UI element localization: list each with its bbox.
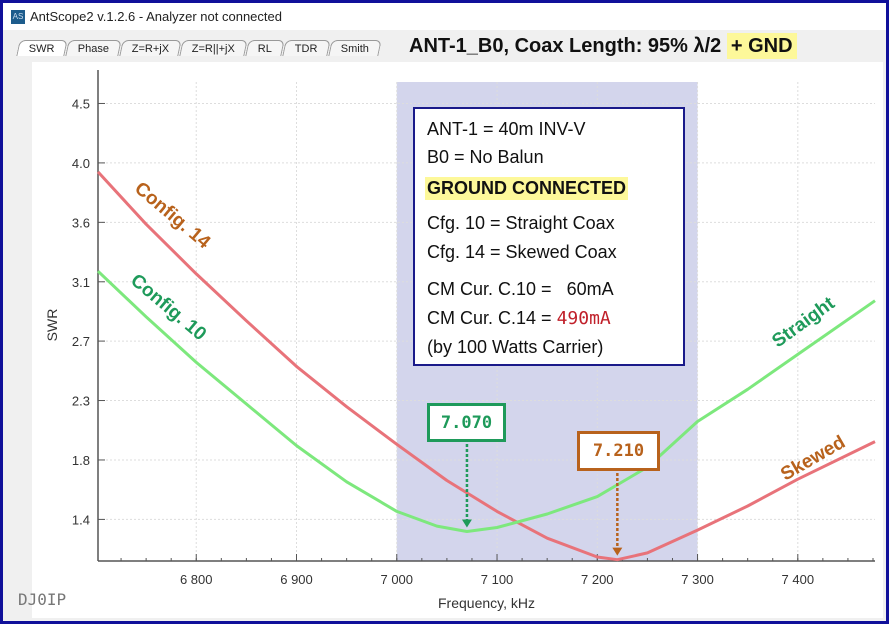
- x-tick-label: 6 800: [180, 572, 213, 587]
- info-antenna: ANT-1 = 40m INV-V: [427, 119, 586, 139]
- config10-line: [96, 270, 876, 533]
- y-tick-label: 4.0: [72, 156, 90, 171]
- marker-arrow-head: [461, 519, 472, 528]
- x-tick-label: 7 300: [681, 572, 714, 587]
- info-box: ANT-1 = 40m INV-V B0 = No Balun GROUND C…: [413, 107, 685, 366]
- info-cfg14: Cfg. 14 = Skewed Coax: [427, 242, 617, 262]
- marker-7070-label: 7.070: [427, 403, 506, 442]
- y-tick-label: 2.7: [72, 334, 90, 349]
- info-ground: GROUND CONNECTED: [425, 177, 629, 200]
- y-tick-label: 4.5: [72, 96, 90, 111]
- info-cm-c10: CM Cur. C.10 = 60mA: [427, 279, 614, 299]
- app-icon: AS: [11, 9, 25, 24]
- info-balun: B0 = No Balun: [427, 147, 544, 167]
- x-axis-label: Frequency, kHz: [438, 595, 535, 611]
- info-cfg10: Cfg. 10 = Straight Coax: [427, 213, 615, 233]
- info-carrier: (by 100 Watts Carrier): [427, 337, 604, 357]
- gnd-highlight: + GND: [726, 33, 797, 59]
- y-tick-label: 2.3: [72, 394, 90, 409]
- x-tick-label: 7 100: [481, 572, 514, 587]
- y-tick-label: 1.8: [72, 453, 90, 468]
- marker-7210-label: 7.210: [577, 431, 660, 471]
- x-tick-label: 6 900: [280, 572, 313, 587]
- x-tick-label: 7 200: [581, 572, 614, 587]
- y-tick-label: 1.4: [72, 512, 90, 527]
- y-tick-label: 3.6: [72, 215, 90, 230]
- title-bar: AS AntScope2 v.1.2.6 - Analyzer not conn…: [3, 3, 886, 30]
- config14-line: [96, 170, 876, 562]
- y-tick-label: 3.1: [72, 275, 90, 290]
- info-cm-c14: CM Cur. C.14 = 490mA: [427, 308, 611, 329]
- chart-heading: ANT-1_B0, Coax Length: 95% λ/2 + GND: [409, 33, 797, 59]
- window-title: AntScope2 v.1.2.6 - Analyzer not connect…: [30, 9, 282, 24]
- x-tick-label: 7 000: [380, 572, 413, 587]
- y-axis-label: SWR: [44, 309, 60, 342]
- author-signature: DJ0IP: [18, 590, 67, 609]
- x-tick-label: 7 400: [782, 572, 815, 587]
- marker-arrow-head: [612, 547, 623, 556]
